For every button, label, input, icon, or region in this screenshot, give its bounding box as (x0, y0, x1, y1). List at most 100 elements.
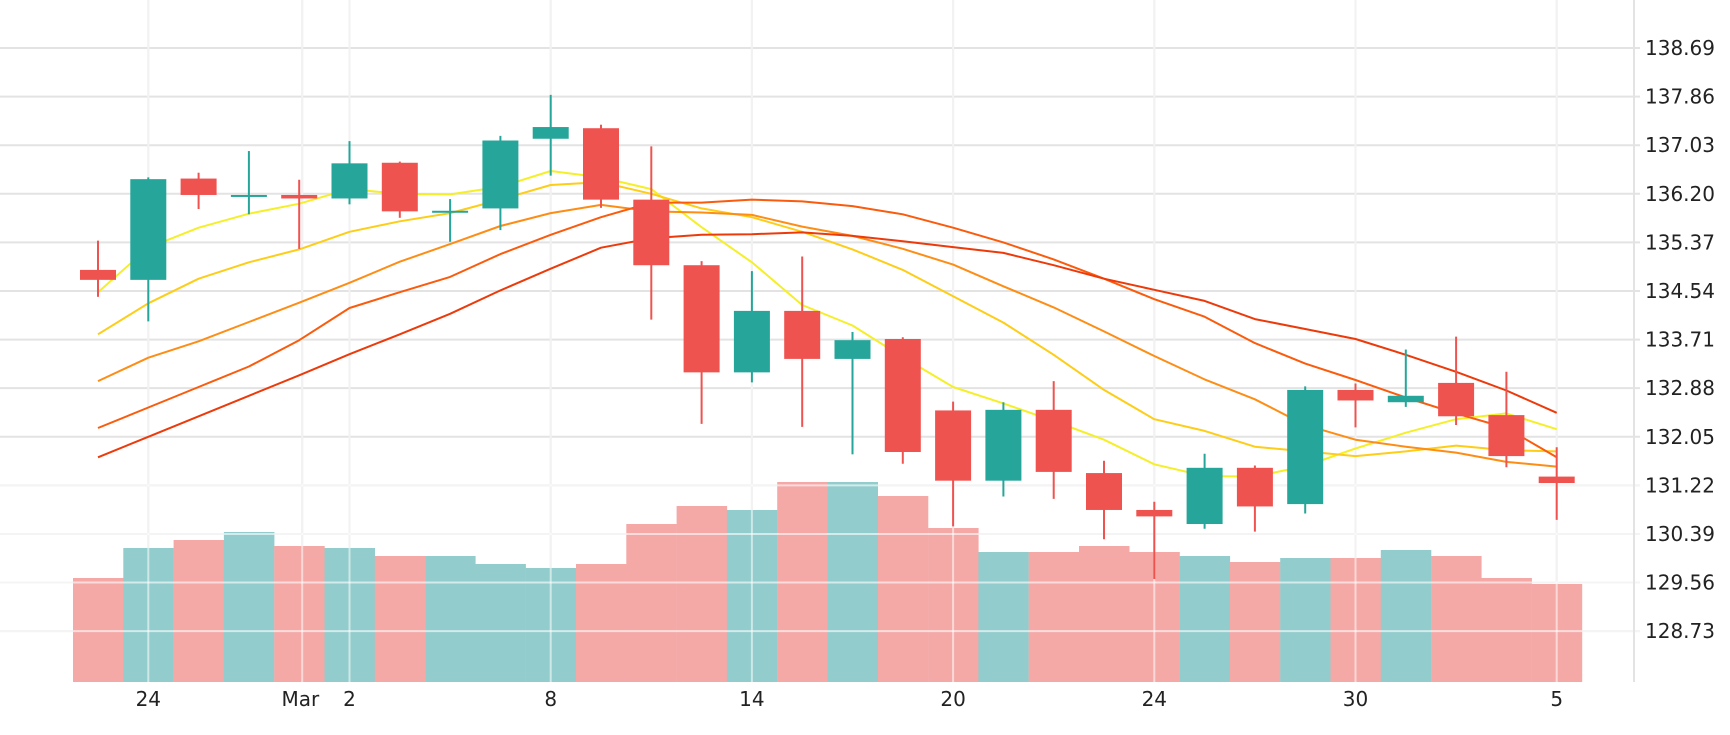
volume-bar (374, 556, 426, 682)
candle (281, 179, 318, 249)
candle-body (733, 310, 770, 373)
x-tick-label: 5 (1550, 687, 1563, 711)
candle-body (884, 338, 921, 452)
candle (683, 261, 720, 424)
candle-body (1136, 509, 1173, 517)
candle-body (80, 269, 116, 280)
moving-average-lines (97, 170, 1558, 478)
candle-body (784, 310, 821, 359)
candle-body (1488, 415, 1525, 457)
y-tick-label: 130.39 (1645, 522, 1715, 546)
volume-bar (475, 564, 526, 682)
candle-body (1538, 476, 1575, 484)
y-tick-label: 137.86 (1645, 85, 1715, 109)
volume-bar (1280, 558, 1331, 682)
volume-bar (73, 578, 124, 682)
volume-bar (626, 524, 677, 682)
vertical-grid-overlay (0, 0, 1640, 682)
candle-body (1035, 409, 1072, 472)
axes: 138.69 137.86 137.03 136.20 135.37 134.54 133.… (136, 0, 1715, 711)
candle (834, 331, 871, 455)
volume-bar (173, 540, 225, 682)
candle (784, 256, 821, 427)
candle-body (180, 178, 217, 195)
x-tick-label: Mar (281, 687, 320, 711)
candle-body (1086, 473, 1122, 510)
candle (1186, 453, 1223, 529)
candles (80, 94, 1575, 580)
volume-bar (1079, 546, 1130, 682)
volume-bar (223, 532, 275, 682)
candle-body (130, 179, 167, 280)
candle-body (683, 265, 720, 373)
volume-bar (1229, 562, 1281, 682)
y-tick-label: 132.05 (1645, 425, 1715, 449)
candle-body (1438, 382, 1475, 417)
volume-bar (1028, 552, 1080, 682)
candle (80, 240, 116, 297)
volume-bar (1431, 556, 1482, 682)
volume-bar (274, 546, 325, 682)
candle (532, 94, 569, 176)
candle (935, 401, 972, 527)
moving-average-line (97, 170, 1557, 478)
x-tick-label: 14 (739, 687, 764, 711)
candle (432, 199, 469, 242)
candle-body (633, 199, 670, 266)
candle-body (1337, 389, 1374, 401)
candle-body (935, 410, 972, 481)
y-tick-label: 133.71 (1645, 328, 1715, 352)
candle-body (1287, 389, 1324, 505)
candle-body (381, 162, 418, 212)
candle (1438, 336, 1475, 426)
volume-bar (1481, 578, 1532, 682)
candle (1387, 349, 1424, 407)
y-tick-label: 131.22 (1645, 473, 1715, 497)
moving-average-line (97, 198, 1558, 459)
candle (583, 124, 619, 208)
x-tick-label: 30 (1343, 687, 1368, 711)
candle-body (532, 127, 569, 139)
x-tick-label: 24 (1142, 687, 1167, 711)
candle (1236, 465, 1273, 532)
candle (230, 151, 267, 215)
volume-bar (1179, 556, 1231, 682)
candle-body (432, 210, 469, 213)
candle-body (281, 194, 318, 199)
y-tick-label: 129.56 (1645, 571, 1715, 595)
candle-body (230, 194, 267, 197)
candle (1337, 383, 1374, 428)
y-tick-label: 128.73 (1645, 619, 1715, 643)
y-tick-label: 136.20 (1645, 182, 1715, 206)
moving-average-line (97, 231, 1558, 459)
candle (1035, 381, 1072, 499)
candle (381, 161, 418, 218)
candle (482, 135, 519, 231)
candle (1086, 460, 1122, 540)
candle (180, 172, 217, 210)
volume-bar (978, 552, 1029, 682)
volume-bar (576, 564, 627, 682)
x-tick-label: 24 (136, 687, 161, 711)
x-tick-label: 8 (544, 687, 557, 711)
y-tick-label: 132.88 (1645, 376, 1715, 400)
candle-body (1387, 395, 1424, 403)
candle (331, 141, 368, 205)
candle-body (331, 163, 368, 199)
candle (1538, 447, 1575, 520)
candle-body (1236, 467, 1273, 507)
volume-bar (877, 496, 929, 682)
y-tick-label: 135.37 (1645, 230, 1715, 254)
y-tick-label: 137.03 (1645, 133, 1715, 157)
moving-average-line (97, 181, 1557, 458)
candle-body (482, 140, 519, 209)
candle-body (834, 340, 871, 359)
candle (1136, 501, 1173, 580)
candle-body (1186, 467, 1223, 525)
x-tick-label: 2 (343, 687, 356, 711)
candle-body (583, 128, 619, 200)
candle (130, 177, 167, 322)
candle (1488, 371, 1525, 468)
